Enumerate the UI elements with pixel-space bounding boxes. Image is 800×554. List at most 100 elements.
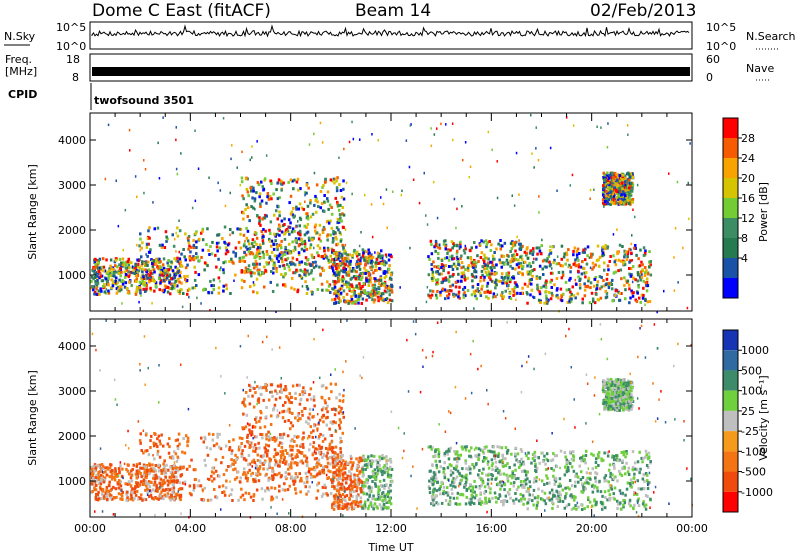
range-gate-cell: [370, 290, 373, 294]
range-gate-cell: [267, 488, 270, 492]
range-gate-cell: [121, 282, 125, 286]
range-gate-cell: [376, 506, 379, 510]
range-gate-cell: [642, 293, 645, 297]
range-gate-cell: [258, 195, 261, 199]
range-gate-cell: [211, 466, 214, 470]
range-gate-cell: [370, 459, 374, 463]
range-gate-cell: [610, 187, 613, 191]
range-gate-cell: [151, 265, 155, 269]
range-gate-cell: [348, 288, 351, 292]
range-gate-cell: [276, 197, 280, 201]
range-gate-cell: [347, 299, 351, 303]
range-gate-cell: [341, 279, 345, 283]
range-gate-cell: [94, 497, 98, 501]
range-gate-cell: [355, 265, 359, 269]
range-gate-cell: [275, 415, 279, 419]
range-gate-cell: [330, 206, 333, 209]
range-gate-cell: [157, 257, 159, 261]
range-gate-cell: [239, 246, 243, 250]
range-gate-cell: [315, 463, 318, 467]
range-gate-cell: [281, 433, 284, 437]
range-gate-cell: [315, 465, 319, 469]
range-gate-cell: [348, 283, 351, 287]
range-gate-cell: [489, 278, 492, 282]
range-gate-cell: [151, 262, 154, 266]
range-gate-cell: [426, 223, 429, 226]
range-gate-cell: [612, 197, 615, 201]
range-gate-cell: [155, 262, 158, 266]
range-gate-cell: [591, 297, 595, 301]
range-gate-cell: [390, 299, 394, 303]
range-gate-cell: [433, 245, 436, 249]
range-gate-cell: [390, 255, 393, 259]
range-gate-cell: [117, 486, 121, 490]
range-gate-cell: [385, 297, 389, 301]
range-gate-cell: [381, 469, 385, 473]
nsearch-tick-bottom: 10^0: [706, 40, 736, 53]
range-gate-cell: [278, 396, 282, 400]
range-gate-cell: [175, 459, 179, 463]
range-gate-cell: [359, 503, 362, 507]
range-gate-cell: [116, 474, 119, 478]
range-gate-cell: [304, 280, 307, 284]
range-gate-cell: [338, 477, 342, 481]
range-gate-cell: [516, 291, 519, 295]
range-gate-cell: [298, 260, 301, 264]
range-gate-cell: [425, 214, 427, 217]
range-gate-cell: [204, 437, 207, 441]
range-gate-cell: [359, 487, 362, 491]
range-gate-cell: [501, 261, 504, 265]
range-gate-cell: [337, 505, 340, 508]
range-gate-cell: [139, 249, 141, 252]
range-gate-cell: [354, 502, 357, 506]
range-gate-cell: [306, 217, 310, 221]
range-gate-cell: [207, 290, 210, 294]
range-gate-cell: [289, 221, 292, 225]
range-gate-cell: [121, 279, 124, 283]
range-gate-cell: [519, 261, 523, 265]
range-gate-cell: [135, 482, 138, 486]
range-gate-cell: [295, 207, 298, 211]
range-gate-cell: [259, 454, 263, 458]
range-gate-cell: [241, 449, 244, 453]
range-gate-cell: [298, 202, 302, 206]
range-gate-cell: [569, 184, 571, 187]
range-gate-cell: [555, 277, 559, 280]
range-gate-cell: [347, 260, 350, 264]
range-gate-cell: [381, 491, 385, 495]
range-gate-cell: [97, 471, 100, 474]
range-gate-cell: [508, 291, 512, 295]
range-gate-cell: [501, 297, 504, 300]
range-gate-cell: [153, 467, 156, 471]
range-gate-cell: [128, 482, 131, 486]
range-gate-cell: [235, 458, 238, 461]
range-gate-cell: [628, 247, 631, 251]
range-gate-cell: [258, 216, 261, 220]
range-gate-cell: [163, 471, 166, 475]
range-gate-cell: [194, 199, 197, 203]
range-gate-cell: [265, 154, 268, 157]
range-gate-cell: [248, 423, 251, 427]
range-gate-cell: [548, 249, 552, 252]
range-gate-cell: [264, 213, 267, 217]
range-gate-cell: [545, 289, 548, 293]
range-gate-cell: [444, 278, 448, 282]
range-gate-cell: [278, 225, 282, 229]
range-gate-cell: [270, 498, 273, 502]
range-gate-cell: [615, 182, 618, 186]
cpid-value: twofsound 3501: [94, 94, 194, 107]
beam-label: Beam 14: [355, 1, 431, 21]
range-gate-cell: [178, 494, 182, 498]
range-gate-cell: [211, 433, 215, 436]
range-gate-cell: [147, 482, 150, 486]
range-gate-cell: [165, 239, 168, 243]
range-gate-cell: [344, 228, 347, 231]
range-gate-cell: [612, 233, 615, 236]
range-gate-cell: [400, 193, 403, 197]
range-gate-cell: [111, 281, 115, 285]
range-gate-cell: [612, 176, 615, 180]
range-gate-cell: [538, 290, 541, 294]
range-gate-cell: [326, 238, 329, 242]
range-gate-cell: [514, 292, 517, 296]
range-gate-cell: [180, 152, 182, 155]
